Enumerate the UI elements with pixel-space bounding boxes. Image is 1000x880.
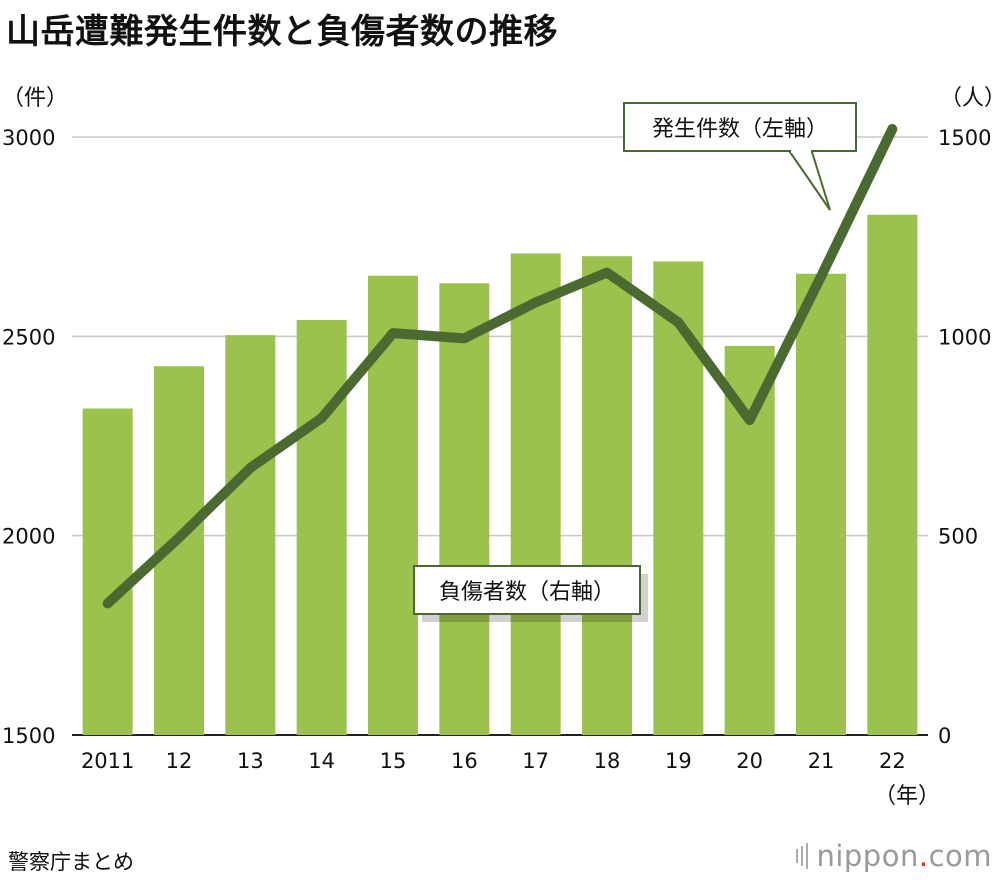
bar bbox=[82, 408, 133, 735]
callout-bar-series-label: 発生件数（左軸） bbox=[652, 117, 828, 142]
callout-bar-series-box bbox=[623, 102, 857, 152]
left-axis-tick-label: 2500 bbox=[2, 325, 55, 349]
x-axis-tick-label: 13 bbox=[237, 749, 264, 773]
gridlines bbox=[72, 136, 928, 736]
callout-bar-series: 発生件数（左軸） bbox=[623, 102, 857, 211]
right-axis-unit: （人） bbox=[940, 86, 1000, 111]
line-path bbox=[102, 124, 898, 609]
x-axis-tick-label: 17 bbox=[522, 749, 549, 773]
callout-line-series-box bbox=[413, 565, 641, 615]
bar bbox=[867, 214, 918, 736]
right-axis-tick-label: 0 bbox=[938, 724, 951, 748]
left-axis-tick-label: 1500 bbox=[2, 724, 55, 748]
right-axis-tick-label: 1500 bbox=[938, 126, 991, 150]
left-axis-tick-label: 3000 bbox=[2, 126, 55, 150]
x-axis-tick-label: 15 bbox=[380, 749, 407, 773]
bar bbox=[225, 335, 276, 735]
right-axis-tick-label: 1000 bbox=[938, 325, 991, 349]
left-axis-unit: （件） bbox=[2, 86, 69, 111]
bar bbox=[368, 275, 418, 735]
bar bbox=[510, 253, 561, 736]
bar bbox=[439, 283, 490, 735]
x-axis-tick-label: 20 bbox=[736, 749, 763, 773]
line-series bbox=[102, 124, 898, 609]
x-axis-tick-label: 14 bbox=[308, 749, 335, 773]
nippon-logo: nippon.com bbox=[796, 838, 992, 874]
bar-series bbox=[82, 214, 918, 736]
left-axis-tick-label: 2000 bbox=[2, 525, 55, 549]
bar bbox=[796, 273, 846, 735]
x-axis-tick-label: 2011 bbox=[81, 749, 134, 773]
chart-title: 山岳遭難発生件数と負傷者数の推移 bbox=[6, 12, 558, 52]
callout-bar-series-tail bbox=[788, 151, 831, 211]
x-axis-tick-label: 16 bbox=[451, 749, 478, 773]
axis-labels: 1500 2000 2500 3000 0 500 1000 1500 2011 12 13 14 15… bbox=[2, 126, 991, 773]
nippon-logo-text: nippon.com bbox=[816, 839, 992, 873]
nippon-logo-bars-icon bbox=[796, 843, 809, 869]
callout-line-series-label: 負傷者数（右軸） bbox=[439, 580, 615, 605]
x-axis-tick-label: 19 bbox=[665, 749, 692, 773]
x-axis-tick-label: 12 bbox=[166, 749, 193, 773]
right-axis-tick-label: 500 bbox=[938, 525, 978, 549]
x-axis-unit: （年） bbox=[874, 784, 941, 809]
bar bbox=[582, 256, 632, 735]
source-note: 警察庁まとめ bbox=[8, 850, 134, 874]
x-axis-tick-label: 18 bbox=[594, 749, 621, 773]
bar bbox=[653, 261, 704, 735]
x-axis-tick-label: 22 bbox=[879, 749, 906, 773]
callout-line-series: 負傷者数（右軸） bbox=[413, 565, 648, 622]
bar bbox=[296, 319, 347, 735]
x-axis-tick-label: 21 bbox=[808, 749, 835, 773]
